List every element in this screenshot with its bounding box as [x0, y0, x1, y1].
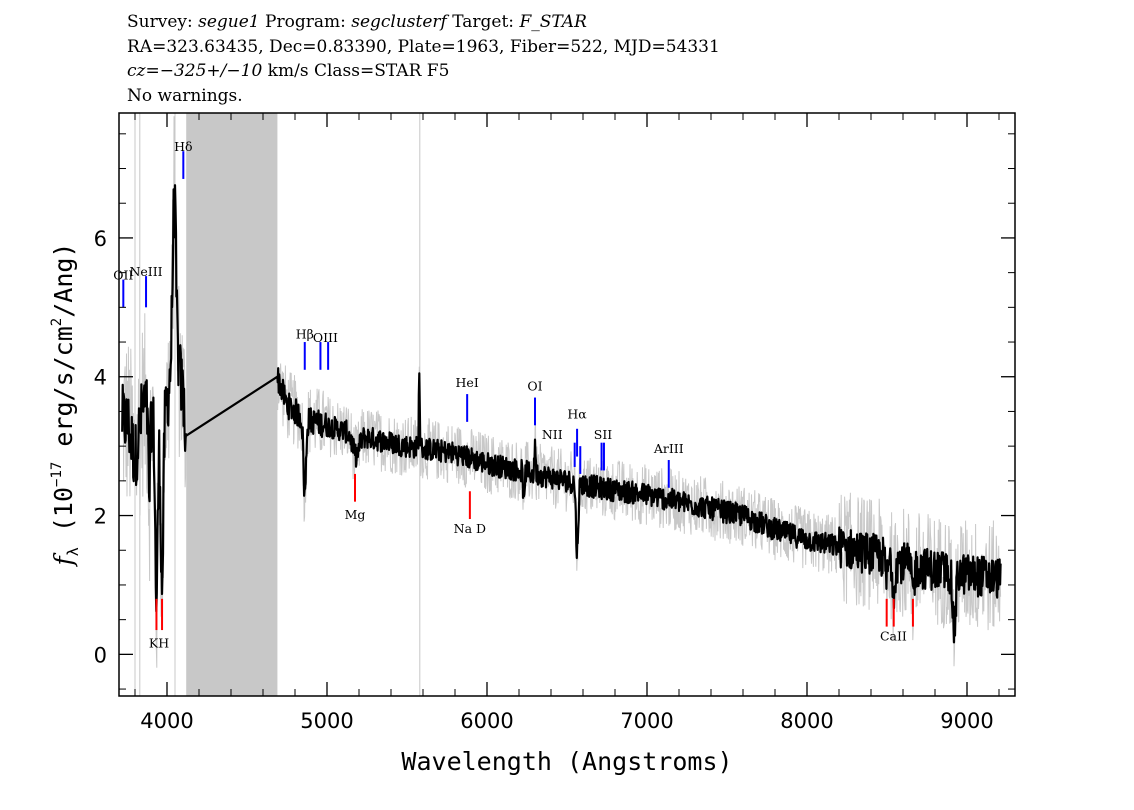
y-tick-label: 0: [94, 643, 107, 667]
header-line-2: RA=323.63435, Dec=0.83390, Plate=1963, F…: [127, 36, 720, 57]
y-axis-pre: (10: [49, 487, 78, 547]
x-tick-label: 9000: [940, 709, 993, 733]
y-axis-title: fλ (10−17 erg/s/cm2/Ang): [49, 243, 82, 568]
plot-frame: [118, 112, 1016, 697]
feature-label: Hδ: [174, 139, 192, 154]
y-tick-label: 6: [94, 227, 107, 251]
spectrum-header: Survey: segue1 Program: segclusterf Targ…: [127, 10, 720, 108]
y-axis-f: f: [49, 552, 78, 567]
feature-label: Mg: [345, 507, 366, 522]
program-label: Program:: [265, 12, 346, 32]
cz-label: cz=: [127, 61, 160, 81]
feature-label: CaII: [880, 628, 907, 643]
feature-label: ArIII: [653, 441, 684, 456]
feature-label: Na D: [454, 521, 486, 536]
x-tick-label: 7000: [620, 709, 673, 733]
x-tick-label: 6000: [460, 709, 513, 733]
header-line-4: No warnings.: [127, 85, 243, 106]
y-axis-exp: −17: [49, 462, 65, 487]
x-tick-label: 8000: [780, 709, 833, 733]
feature-label: SII: [594, 427, 613, 442]
x-axis-title: Wavelength (Angstroms): [401, 747, 732, 776]
y-tick-label: 4: [94, 366, 107, 390]
target-label: Target:: [452, 12, 515, 32]
feature-label: NeIII: [129, 264, 162, 279]
feature-label: NII: [542, 427, 563, 442]
program-value: segclusterf: [351, 12, 447, 32]
target-value: F_STAR: [519, 12, 587, 32]
feature-label: HeI: [456, 375, 479, 390]
feature-label: KH: [149, 635, 169, 650]
header-line-3: cz=−325+/−10 km/s Class=STAR F5: [127, 59, 720, 84]
x-tick-label: 4000: [140, 709, 193, 733]
feature-label: Hβ: [296, 327, 314, 342]
y-axis-mid: erg/s/cm: [49, 326, 78, 461]
y-axis-lambda: λ: [64, 547, 82, 556]
header-line-1: Survey: segue1 Program: segclusterf Targ…: [127, 10, 720, 35]
feature-label: Hα: [567, 406, 587, 421]
flux-spectrum: [121, 184, 1002, 644]
y-axis-exp2: 2: [49, 318, 65, 326]
masked-region: [186, 113, 278, 696]
x-tick-label: 5000: [300, 709, 353, 733]
y-tick-label: 2: [94, 505, 107, 529]
survey-label: Survey:: [127, 12, 193, 32]
cz-value: −325+/−10: [159, 61, 263, 81]
y-axis-post: /Ang): [49, 243, 78, 318]
survey-value: segue1: [198, 12, 260, 32]
feature-label: OI: [527, 379, 542, 394]
feature-label: OIII: [313, 330, 338, 345]
cz-class-text: km/s Class=STAR F5: [262, 61, 450, 81]
